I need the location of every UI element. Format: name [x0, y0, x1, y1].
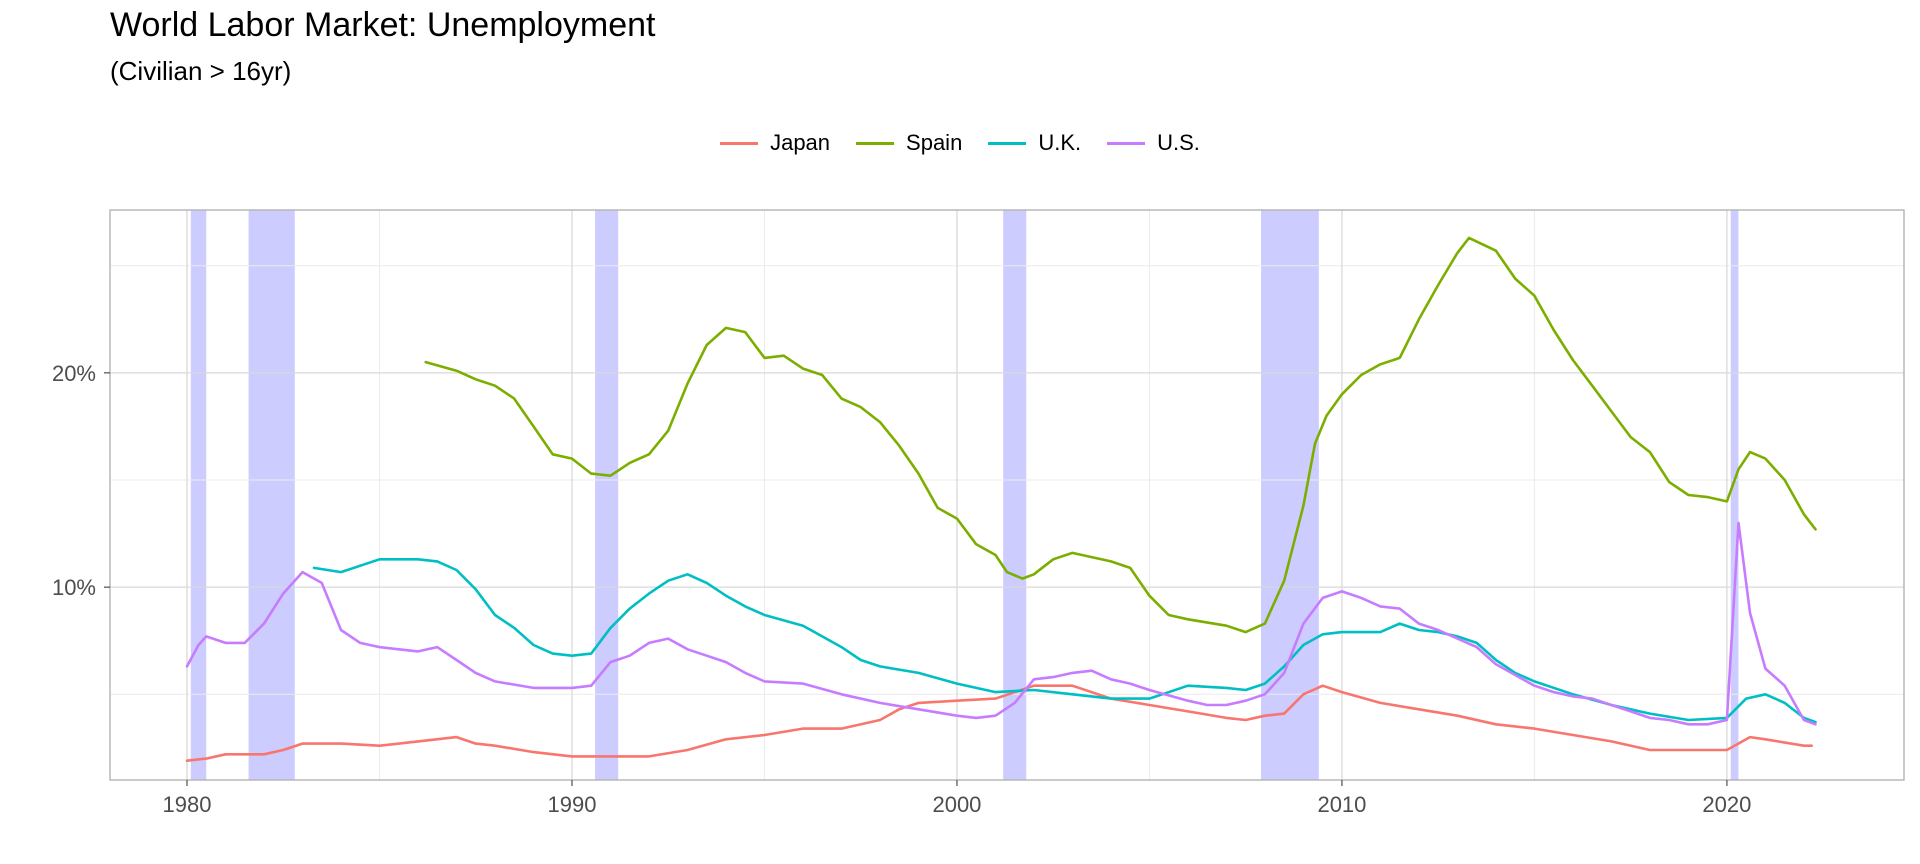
x-tick-label: 2010 [1317, 792, 1366, 817]
x-tick-label: 2000 [932, 792, 981, 817]
series-line-u-s [185, 521, 1817, 726]
series-line-japan [185, 684, 1813, 762]
series-line-spain [424, 236, 1817, 634]
shaded-period [1003, 210, 1027, 780]
legend-item: U.K. [988, 130, 1081, 156]
legend-swatch [988, 141, 1027, 145]
legend-swatch [856, 141, 895, 145]
shaded-period [595, 210, 619, 780]
legend: Japan Spain U.K. U.S. [0, 126, 1920, 160]
legend-label: Japan [770, 130, 831, 155]
chart-subtitle: (Civilian > 16yr) [110, 56, 292, 86]
shaded-period [248, 210, 295, 780]
chart-title: World Labor Market: Unemployment [110, 6, 656, 44]
legend-label: U.S. [1157, 130, 1200, 155]
grid-lines [110, 210, 1904, 780]
legend-label: U.K. [1038, 130, 1082, 155]
x-tick-label: 1980 [163, 792, 212, 817]
y-tick-label: 10% [52, 575, 96, 600]
x-tick-label: 1990 [547, 792, 596, 817]
legend-swatch [1107, 141, 1146, 145]
plot-border [109, 209, 1905, 781]
legend-item: Japan [720, 130, 830, 156]
legend-item: Spain [856, 130, 962, 156]
shaded-period [1261, 210, 1319, 780]
shaded-period [1730, 210, 1739, 780]
legend-swatch [720, 141, 759, 145]
legend-label: Spain [906, 130, 963, 155]
series-line-u-k [312, 558, 1817, 724]
axes: 1980 1990 2000 2010 2020 10% 20% [52, 361, 1751, 817]
x-tick-label: 2020 [1702, 792, 1751, 817]
series-lines [185, 236, 1817, 762]
y-tick-label: 20% [52, 361, 96, 386]
shaded-period [190, 210, 207, 780]
legend-item: U.S. [1107, 130, 1200, 156]
shaded-periods [190, 210, 1739, 780]
